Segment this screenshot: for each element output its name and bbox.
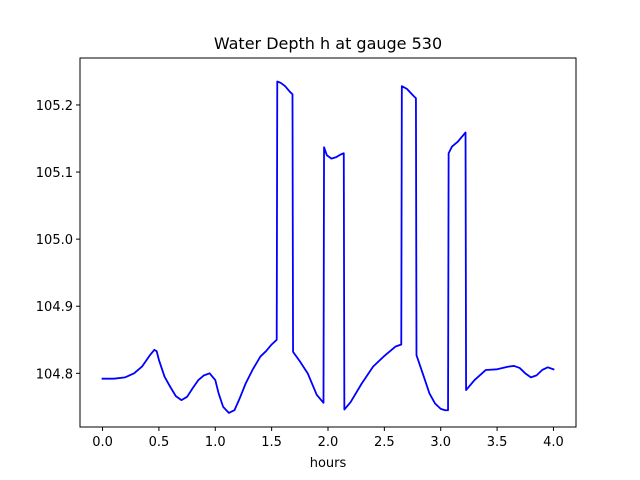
y-tick-label: 104.8 [36, 367, 73, 382]
x-tick-label: 3.0 [430, 435, 451, 450]
y-tick-label: 105.0 [36, 233, 73, 248]
y-tick-label: 105.1 [36, 166, 73, 181]
chart-title: Water Depth h at gauge 530 [214, 34, 442, 53]
x-tick-label: 0.0 [92, 435, 113, 450]
x-tick-label: 2.5 [374, 435, 395, 450]
y-tick-label: 104.9 [36, 300, 73, 315]
x-tick-label: 0.5 [149, 435, 170, 450]
series-line-1 [101, 80, 555, 414]
x-axis-label: hours [310, 456, 347, 471]
x-tick-label: 1.0 [205, 435, 226, 450]
x-tick-label: 3.5 [487, 435, 508, 450]
x-tick-label: 1.5 [261, 435, 282, 450]
x-tick-label: 2.0 [318, 435, 339, 450]
plot-area: 0.0 0.5 1.0 1.5 2.0 2.5 3.0 3.5 4.0 104.8 104.9 105… [36, 57, 577, 450]
y-tick-label: 105.2 [36, 99, 73, 114]
x-tick-label: 4.0 [543, 435, 564, 450]
